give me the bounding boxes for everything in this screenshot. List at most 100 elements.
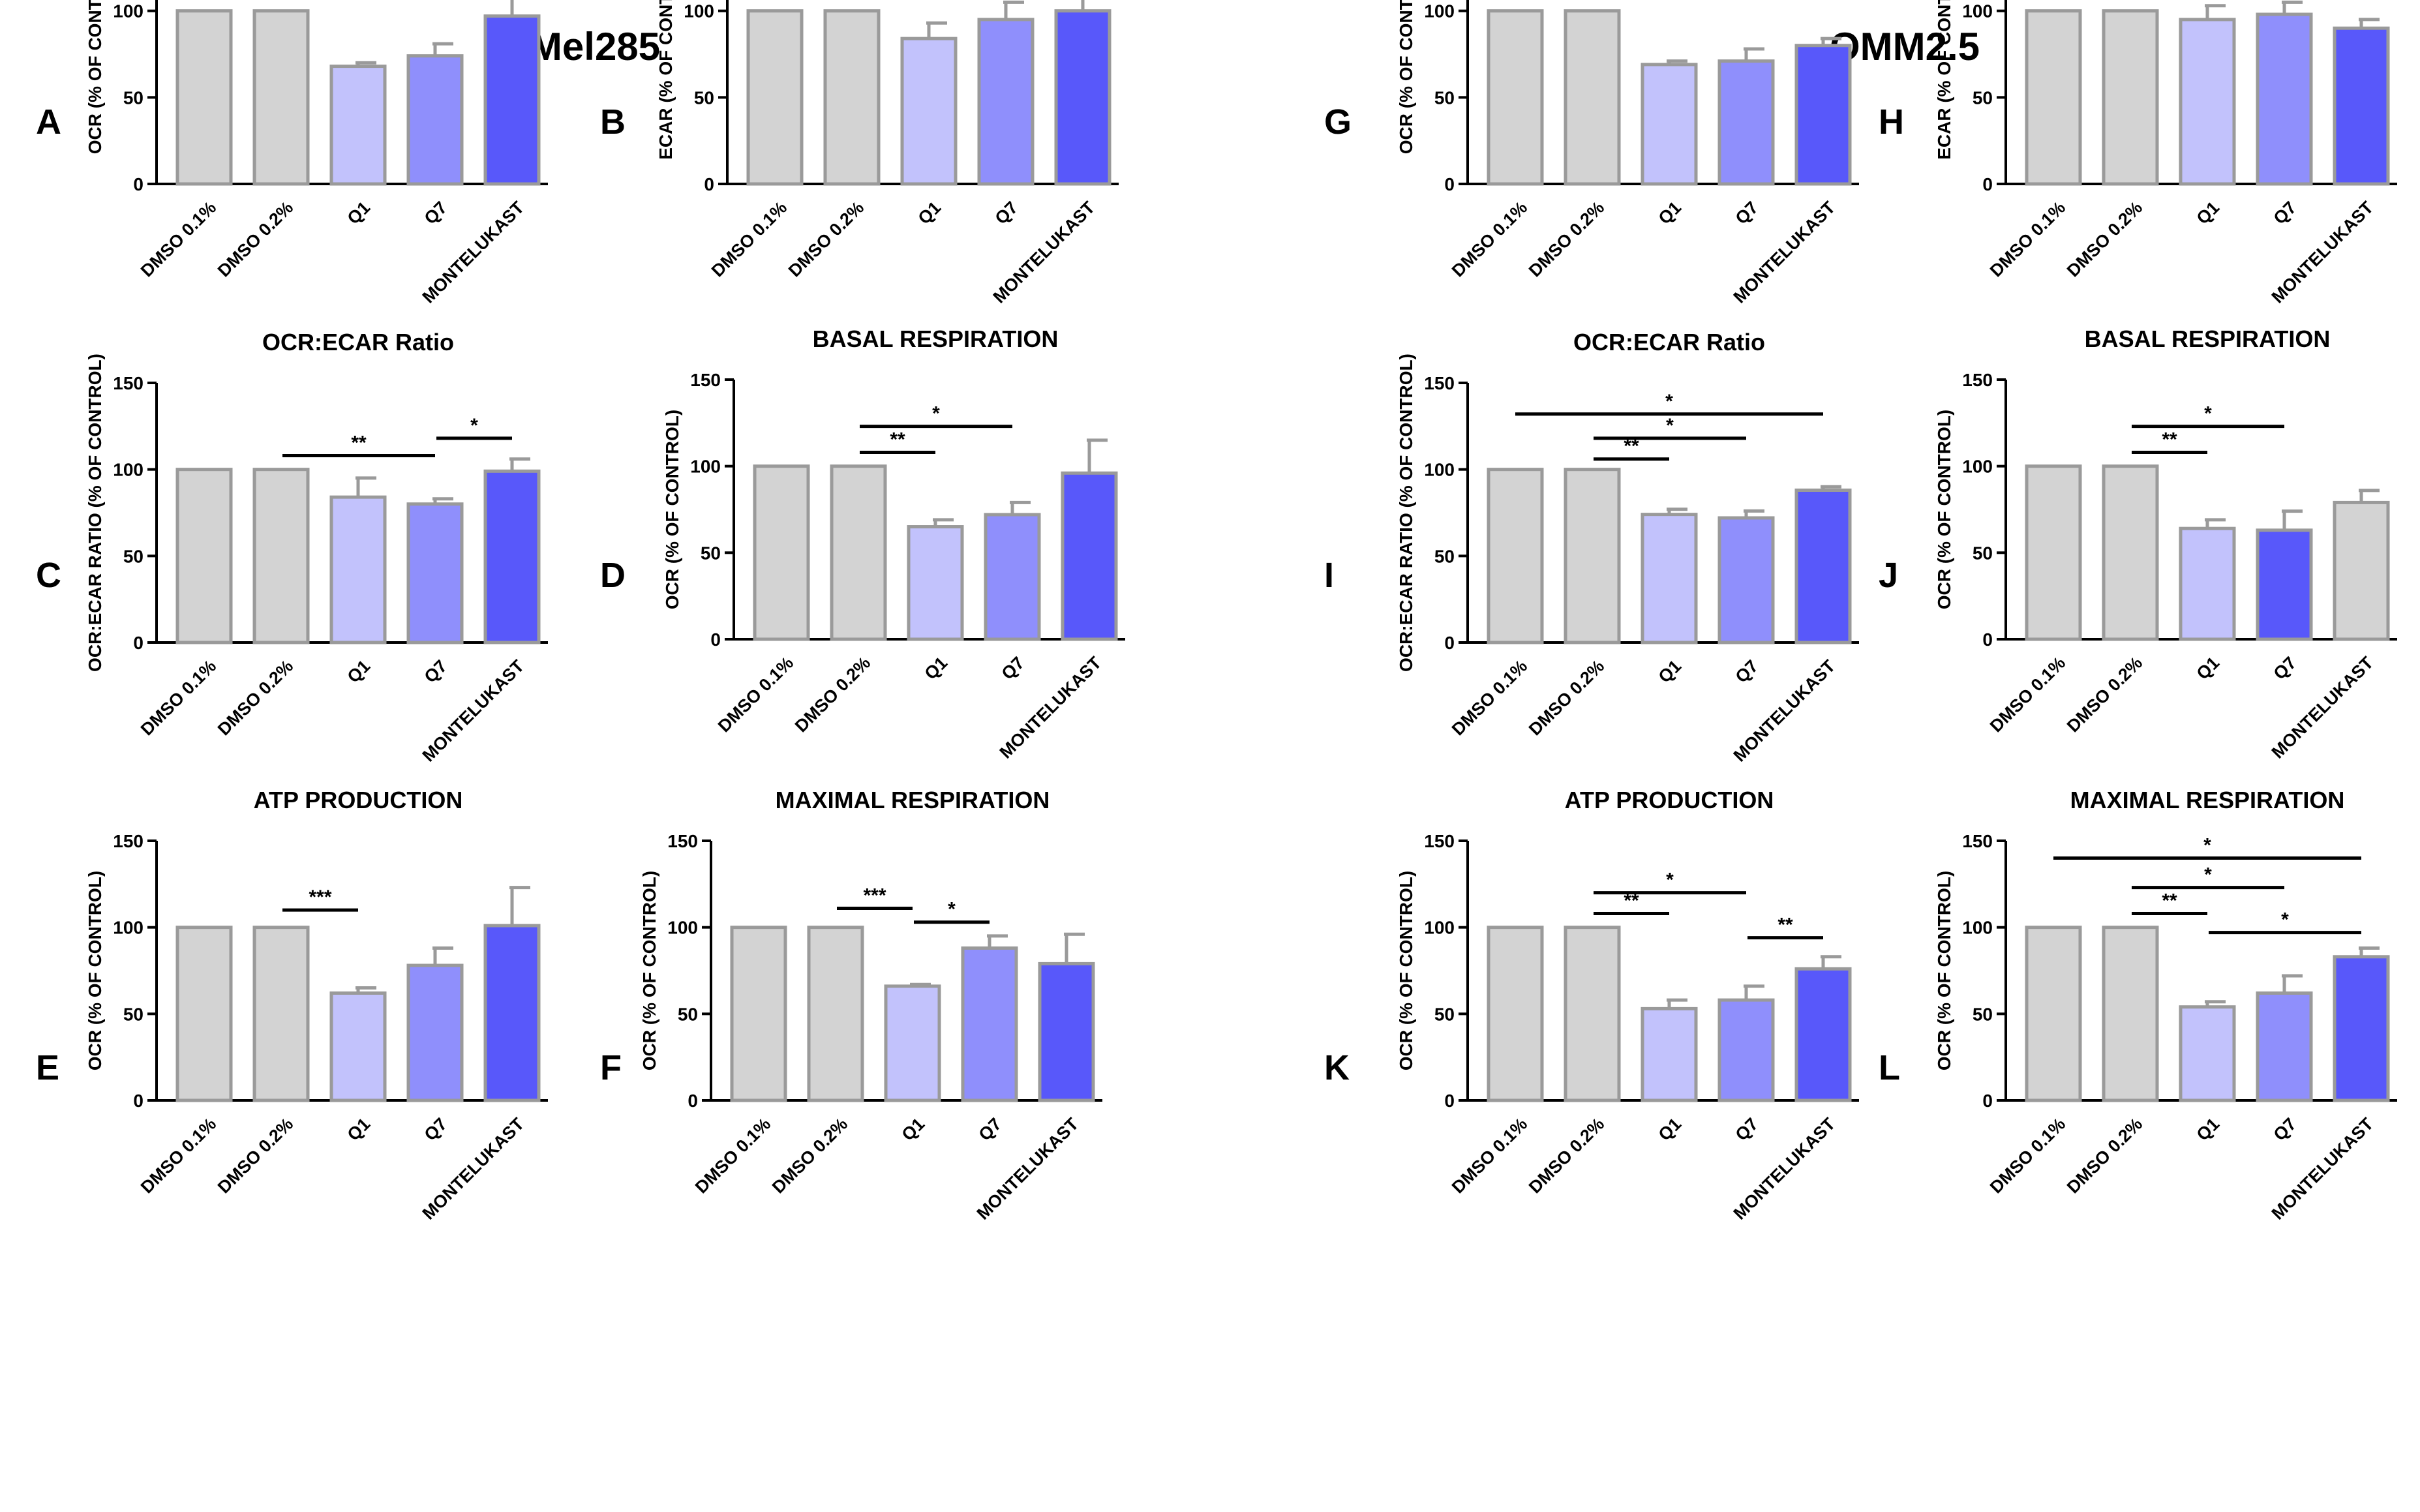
chart-title: BASAL RESPIRATION bbox=[2085, 325, 2331, 352]
bar bbox=[1794, 967, 1852, 1102]
y-tick-label: 100 bbox=[113, 1, 144, 22]
significance-label: * bbox=[2204, 403, 2212, 425]
category-label: Q1 bbox=[2193, 198, 2224, 228]
bar bbox=[1641, 513, 1698, 644]
category-label: DMSO 0.1% bbox=[1986, 653, 2069, 736]
y-axis-label: ECAR (% OF CONTROL) bbox=[1934, 0, 1954, 160]
category-label: Q7 bbox=[2270, 198, 2301, 228]
y-tick-label: 100 bbox=[1962, 918, 1993, 938]
y-tick-label: 50 bbox=[1434, 546, 1455, 566]
bar bbox=[746, 9, 804, 186]
y-tick-label: 0 bbox=[1982, 174, 1993, 194]
category-label: Q1 bbox=[898, 1114, 929, 1145]
bar bbox=[2179, 18, 2236, 186]
bar bbox=[884, 984, 941, 1102]
y-tick-label: 50 bbox=[694, 87, 714, 108]
y-tick-label: 50 bbox=[1434, 1004, 1455, 1024]
category-label: Q1 bbox=[344, 656, 374, 687]
bar bbox=[1487, 926, 1544, 1102]
category-label: DMSO 0.2% bbox=[214, 656, 297, 739]
bar bbox=[1564, 9, 1621, 186]
category-label: DMSO 0.1% bbox=[1986, 198, 2069, 280]
bar bbox=[807, 926, 864, 1102]
y-axis-label: OCR (% OF CONTROL) bbox=[1396, 871, 1416, 1070]
category-label: DMSO 0.1% bbox=[714, 653, 797, 736]
significance-label: * bbox=[932, 403, 940, 425]
significance-label: *** bbox=[309, 886, 331, 908]
significance-label: ** bbox=[351, 432, 367, 453]
bar bbox=[907, 525, 964, 641]
y-tick-label: 150 bbox=[113, 831, 144, 851]
category-label: DMSO 0.2% bbox=[1525, 656, 1608, 739]
bar bbox=[1487, 468, 1544, 644]
panels-layer: AOCR050100150OCR (% OF CONTROL)DMSO 0.1%… bbox=[36, 0, 2397, 1224]
y-axis-label: OCR (% OF CONTROL) bbox=[85, 871, 105, 1070]
y-tick-label: 100 bbox=[684, 1, 714, 22]
y-tick-label: 100 bbox=[113, 918, 144, 938]
bar bbox=[175, 926, 233, 1102]
y-tick-label: 50 bbox=[123, 546, 144, 566]
category-label: DMSO 0.2% bbox=[791, 653, 874, 736]
bar bbox=[830, 464, 887, 641]
bar bbox=[252, 9, 310, 186]
y-tick-label: 0 bbox=[1444, 633, 1455, 653]
panel-letter: K bbox=[1324, 1048, 1350, 1087]
bar bbox=[1794, 489, 1852, 644]
bar bbox=[329, 65, 387, 186]
significance-label: * bbox=[2281, 909, 2289, 931]
y-tick-label: 0 bbox=[1982, 629, 1993, 650]
y-tick-label: 150 bbox=[1962, 370, 1993, 390]
chart-panel-l: L MAXIMAL RESPIRATION 0 50 100 150 OCR (% OF C… bbox=[1879, 787, 2397, 1224]
significance-label: *** bbox=[863, 885, 886, 906]
bar bbox=[1038, 961, 1095, 1102]
bar bbox=[1061, 471, 1118, 641]
bar bbox=[406, 54, 464, 186]
category-label: Q7 bbox=[1732, 1114, 1762, 1145]
bar bbox=[2102, 9, 2159, 186]
category-label: Q7 bbox=[2270, 653, 2301, 684]
category-label: Q1 bbox=[344, 198, 374, 228]
panel-letter: C bbox=[36, 556, 61, 595]
significance-label: * bbox=[470, 415, 478, 436]
y-tick-label: 150 bbox=[1424, 373, 1455, 393]
chart-panel-b: BECAR050100150ECAR (% OF CONTROL)DMSO 0.… bbox=[600, 0, 1119, 307]
category-label: Q1 bbox=[2193, 1114, 2224, 1145]
bar bbox=[2025, 926, 2082, 1102]
category-label: Q1 bbox=[1655, 656, 1686, 687]
bar bbox=[406, 502, 464, 644]
category-label: Q7 bbox=[991, 198, 1022, 228]
y-tick-label: 150 bbox=[690, 370, 721, 390]
y-tick-label: 50 bbox=[1973, 1004, 1993, 1024]
y-tick-label: 50 bbox=[1434, 87, 1455, 108]
y-tick-label: 50 bbox=[123, 1004, 144, 1024]
bar bbox=[1794, 44, 1852, 186]
bar bbox=[2256, 991, 2313, 1102]
y-tick-label: 0 bbox=[133, 174, 144, 194]
panel-letter: E bbox=[36, 1048, 59, 1087]
bar bbox=[1564, 926, 1621, 1102]
chart-panel-g: GOCR050100150OCR (% OF CONTROL)DMSO 0.1%… bbox=[1324, 0, 1859, 307]
category-label: Q7 bbox=[975, 1114, 1006, 1145]
y-tick-label: 100 bbox=[1424, 918, 1455, 938]
y-axis-label: OCR (% OF CONTROL) bbox=[85, 0, 105, 154]
category-label: DMSO 0.1% bbox=[691, 1114, 774, 1197]
panel-letter: J bbox=[1879, 556, 1898, 595]
panel-letter: D bbox=[600, 556, 626, 595]
category-label: DMSO 0.2% bbox=[2063, 653, 2146, 736]
category-label: Q7 bbox=[421, 1114, 451, 1145]
bar bbox=[1054, 9, 1112, 186]
category-label: Q1 bbox=[915, 198, 945, 228]
significance-label: ** bbox=[1624, 890, 1639, 911]
bar bbox=[2102, 926, 2159, 1102]
panel-letter: B bbox=[600, 102, 626, 142]
significance-label: * bbox=[1666, 415, 1674, 436]
chart-title: MAXIMAL RESPIRATION bbox=[776, 787, 1050, 813]
chart-title: BASAL RESPIRATION bbox=[813, 325, 1059, 352]
bar bbox=[2179, 1005, 2236, 1102]
bar bbox=[823, 9, 881, 186]
bar bbox=[252, 468, 310, 644]
chart-panel-i: I OCR:ECAR Ratio 0 50 100 150 OCR:ECAR RATIO (… bbox=[1324, 329, 1859, 766]
category-label: DMSO 0.1% bbox=[137, 656, 220, 739]
bar bbox=[2333, 500, 2390, 641]
significance-label: * bbox=[948, 899, 956, 920]
